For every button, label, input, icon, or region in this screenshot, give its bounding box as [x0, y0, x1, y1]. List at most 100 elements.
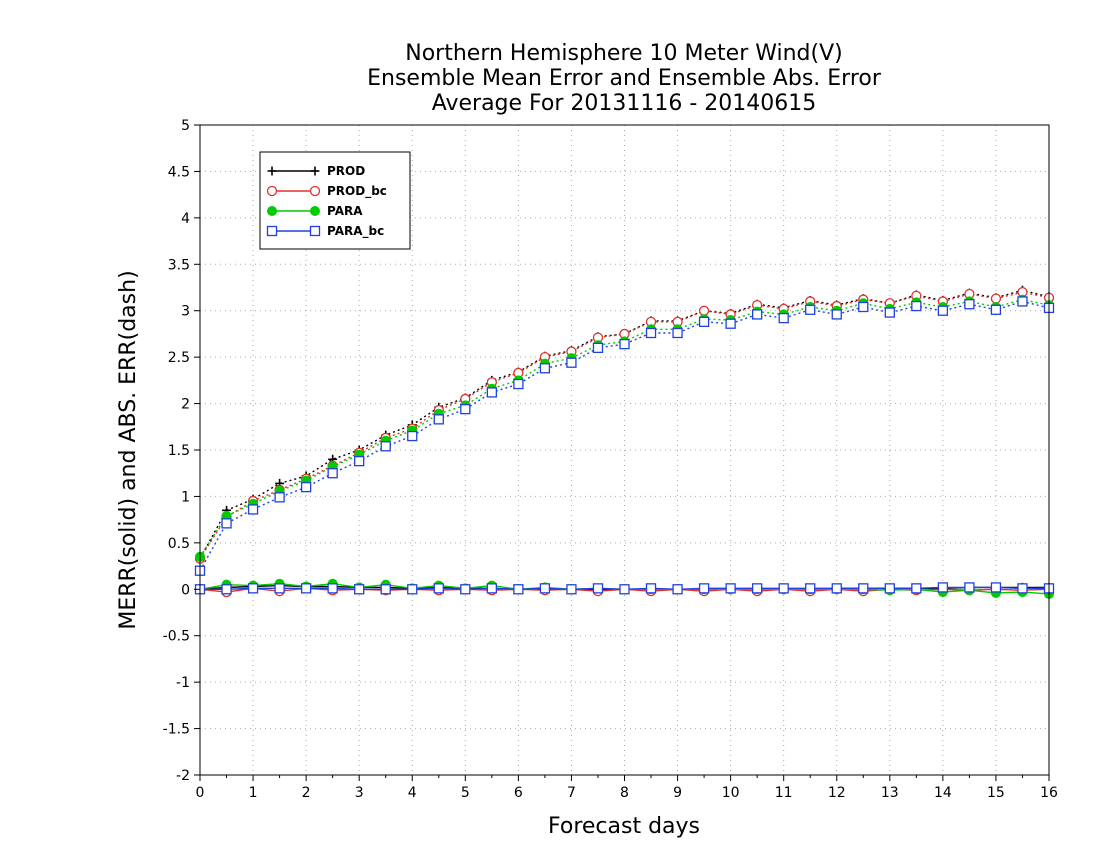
x-tick-label: 9 [673, 785, 682, 801]
chart-title-line-3: Average For 20131116 - 20140615 [432, 91, 817, 116]
data-point-para-bc-merr [592, 583, 604, 594]
data-point-para-bc-merr [672, 584, 683, 595]
y-tick-label: -2 [176, 768, 190, 784]
x-tick-label: 1 [249, 785, 258, 801]
data-point-para-bc-merr [354, 584, 365, 595]
legend-label-prod: PROD [327, 164, 365, 178]
data-point-para-bc-abs-err [513, 378, 524, 390]
data-point-prod-bc-abs-err [698, 305, 710, 316]
data-point-para-bc-merr [486, 583, 497, 594]
x-tick-label: 3 [355, 785, 364, 801]
y-tick-label: 0 [181, 582, 190, 598]
x-tick-label: 10 [722, 785, 740, 801]
y-tick-label: -1 [176, 675, 190, 691]
data-point-para-bc-merr [990, 582, 1002, 593]
x-axis-label: Forecast days [548, 814, 700, 839]
data-point-para-bc-merr [566, 584, 577, 595]
data-point-para-bc-abs-err [354, 455, 365, 467]
data-point-para-bc-merr [805, 583, 816, 594]
legend-marker-prod-bc [309, 185, 321, 197]
data-point-para-bc-abs-err [937, 305, 949, 316]
x-tick-label: 7 [567, 785, 576, 801]
legend-marker-para-bc [309, 225, 321, 237]
data-point-para-bc-abs-err [725, 318, 736, 329]
data-point-para-bc-abs-err [778, 312, 789, 324]
x-tick-label: 14 [934, 785, 952, 801]
data-point-para-bc-merr [513, 584, 524, 595]
chart-title-line-2: Ensemble Mean Error and Ensemble Abs. Er… [367, 66, 882, 91]
data-point-para-bc-abs-err [911, 300, 922, 312]
data-point-para-bc-abs-err [486, 387, 497, 398]
legend-marker-para [267, 206, 277, 216]
x-tick-label: 8 [620, 785, 629, 801]
data-point-para-bc-abs-err [592, 342, 604, 354]
data-point-para-bc-merr [407, 584, 418, 595]
y-axis-label: MERR(solid) and ABS. ERR(dash) [116, 270, 141, 629]
y-tick-label: 2 [181, 397, 190, 413]
data-point-para-bc-merr [752, 583, 763, 594]
data-point-para-bc-merr [698, 583, 710, 594]
y-tick-label: 1 [181, 489, 190, 505]
data-point-para-bc-abs-err [433, 414, 444, 425]
x-tick-label: 4 [408, 785, 417, 801]
data-point-para-bc-merr [274, 583, 285, 594]
y-tick-label: 0.5 [168, 536, 190, 552]
y-tick-label: 3 [181, 304, 190, 320]
series-line-para-bc-abs-err [199, 300, 1050, 572]
data-point-para-bc-abs-err [990, 304, 1002, 315]
data-point-para-bc-merr [327, 583, 338, 594]
data-point-para-bc-merr [460, 584, 471, 595]
data-point-para-bc-abs-err [407, 430, 418, 442]
legend-box [259, 151, 411, 250]
data-point-para-bc-abs-err [247, 504, 259, 515]
legend-label-para-bc: PARA_bc [327, 224, 384, 239]
data-point-para-bc-merr [778, 583, 789, 594]
data-point-para-bc-abs-err [964, 299, 975, 310]
y-tick-label: 2.5 [168, 350, 190, 366]
x-tick-label: 13 [881, 785, 899, 801]
x-axis-ticks: 0 1 2 3 4 5 6 7 8 9 10 11 12 13 14 15 16 [196, 775, 1058, 801]
data-point-para-bc-abs-err [274, 492, 285, 503]
x-tick-label: 11 [775, 785, 793, 801]
legend-marker-prod-bc [266, 185, 278, 197]
legend-marker-prod [267, 166, 277, 176]
data-point-para-bc-abs-err [752, 309, 763, 320]
data-point-para-bc-abs-err [566, 357, 577, 368]
legend: PROD PROD_bc PARA PARA_bc [259, 151, 411, 250]
legend-label-prod-bc: PROD_bc [327, 184, 387, 199]
legend-marker-para-bc [266, 225, 278, 237]
data-point-para-bc-abs-err [300, 481, 312, 493]
data-point-para-bc-merr [725, 583, 736, 594]
data-point-prod-bc-abs-err [990, 293, 1002, 304]
data-point-para-bc-merr [380, 584, 391, 595]
x-tick-label: 6 [514, 785, 523, 801]
x-tick-label: 2 [302, 785, 311, 801]
data-point-para-bc-abs-err [805, 304, 816, 315]
data-point-para-bc-merr [300, 583, 312, 594]
y-tick-label: 4.5 [168, 164, 190, 180]
x-tick-label: 15 [987, 785, 1005, 801]
y-tick-label: 4 [181, 211, 190, 227]
data-point-para-bc-merr [433, 583, 444, 594]
data-point-para-bc-merr [645, 583, 657, 594]
y-tick-label: -0.5 [163, 629, 190, 645]
y-tick-label: 3.5 [168, 257, 190, 273]
data-point-para-bc-abs-err [539, 363, 551, 374]
data-point-para-bc-merr [619, 584, 630, 595]
data-point-para-bc-merr [1017, 583, 1028, 594]
y-tick-label: 5 [181, 118, 190, 134]
x-tick-label: 12 [828, 785, 846, 801]
legend-marker-prod [310, 166, 320, 176]
data-point-para-bc-abs-err [1017, 296, 1028, 307]
y-tick-label: -1.5 [163, 722, 190, 738]
series-layer [194, 285, 1055, 599]
data-point-para-bc-merr [221, 584, 232, 595]
data-point-para-bc-abs-err [698, 316, 710, 328]
data-point-para-bc-merr [884, 583, 895, 594]
data-point-para-bc-abs-err [672, 327, 683, 339]
data-point-para-bc-abs-err [619, 338, 630, 350]
data-point-para-bc-abs-err [327, 468, 338, 479]
data-point-para-bc-abs-err [460, 403, 471, 415]
